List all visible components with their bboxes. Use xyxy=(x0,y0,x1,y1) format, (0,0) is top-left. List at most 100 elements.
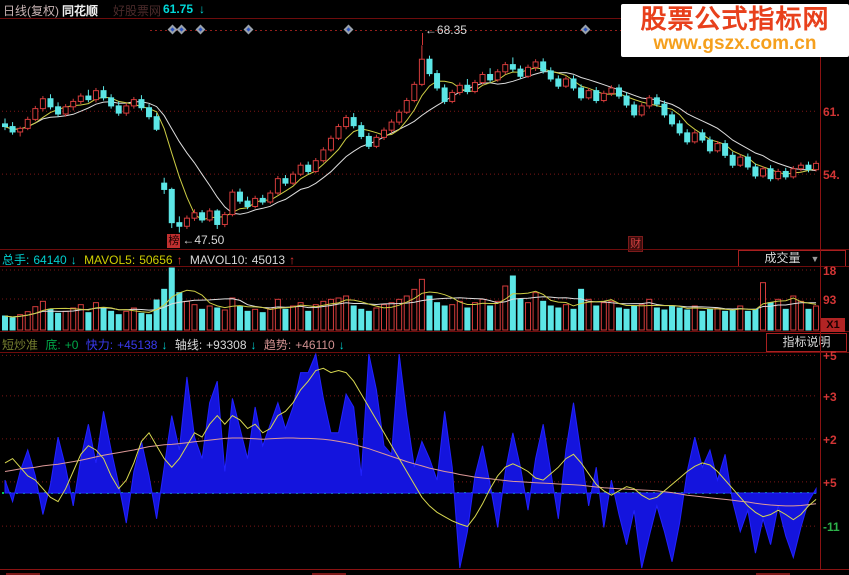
volume-bar xyxy=(92,302,99,331)
volume-bar xyxy=(464,307,471,331)
candle-body xyxy=(691,132,698,143)
volume-bar xyxy=(517,298,524,331)
volume-bar xyxy=(396,298,403,331)
volume-bar xyxy=(782,308,789,331)
period-label[interactable]: 日线(复权) xyxy=(3,4,59,18)
candle-body xyxy=(676,123,683,134)
candle-body xyxy=(320,149,327,162)
mavol5-value: 50656 xyxy=(139,253,173,267)
di-label: 底: xyxy=(45,338,61,352)
volume-stats-bar: 总手: 64140 ↓ MAVOL5: 50656 ↑ MAVOL10: 45013 ↑ xyxy=(2,251,742,267)
indicator-help-button[interactable]: 指标说明 xyxy=(766,333,847,352)
candle-body xyxy=(274,178,281,194)
volume-bar xyxy=(244,310,251,331)
indicator-chart[interactable] xyxy=(0,353,849,569)
candle-body xyxy=(168,188,175,224)
divider xyxy=(0,352,849,353)
candlestick-chart[interactable] xyxy=(0,19,849,249)
qushi-line xyxy=(4,437,817,507)
candle-body xyxy=(77,95,84,102)
volume-unit-tag: X1 xyxy=(821,318,845,332)
candle-body xyxy=(350,117,357,127)
axis-label: -11 xyxy=(823,520,840,535)
volume-bar xyxy=(2,315,8,331)
candle-body xyxy=(487,73,494,81)
candle-body xyxy=(752,166,759,177)
candle-body xyxy=(578,87,585,99)
price-axis-line xyxy=(820,19,821,569)
candle-body xyxy=(525,66,532,77)
candle-body xyxy=(714,143,721,152)
volume-chart[interactable] xyxy=(0,266,849,331)
candle-body xyxy=(403,100,410,113)
candle-body xyxy=(456,84,463,93)
volume-bar xyxy=(653,307,660,331)
watermark-url: www.gszx.com.cn xyxy=(653,33,817,54)
candle-body xyxy=(183,217,190,227)
candle-body xyxy=(540,61,547,72)
volume-bar xyxy=(615,307,622,331)
candle-body xyxy=(123,105,130,114)
top-info-bar: 日线(复权) 同花顺 好股票网 61.75 ↓ xyxy=(0,0,849,18)
volume-bar xyxy=(373,307,380,331)
volume-bar xyxy=(411,288,418,331)
volume-bar xyxy=(274,298,281,331)
volume-bar xyxy=(790,295,797,331)
candle-body xyxy=(600,92,607,102)
time-axis[interactable] xyxy=(0,569,849,575)
volume-bar xyxy=(699,310,706,331)
mavol10-label: MAVOL10: xyxy=(189,253,248,267)
volume-bar xyxy=(153,299,160,331)
axis-label: +2 xyxy=(823,432,837,447)
volume-bar xyxy=(297,302,304,331)
volume-bar xyxy=(365,310,372,331)
volume-type-label: 成交量 xyxy=(764,251,801,265)
candle-body xyxy=(669,114,676,125)
candle-body xyxy=(434,73,441,89)
volume-bar xyxy=(282,308,289,331)
event-badge-cai[interactable]: 财 xyxy=(628,236,644,252)
volume-bar xyxy=(608,300,615,331)
volume-bar xyxy=(39,300,46,331)
candle-body xyxy=(305,164,312,172)
volume-bar xyxy=(737,305,744,331)
volume-bar xyxy=(729,309,736,331)
candle-body xyxy=(365,135,372,147)
candle-body xyxy=(464,84,471,93)
candle-body xyxy=(623,95,630,106)
volume-bar xyxy=(494,300,501,331)
candle-body xyxy=(585,90,592,99)
divider xyxy=(0,266,849,267)
candle-body xyxy=(259,197,266,203)
date-stub xyxy=(6,573,40,575)
candle-body xyxy=(206,210,213,221)
volume-bar xyxy=(236,305,243,331)
zhouxian-label: 轴线: xyxy=(174,338,203,352)
qushi-value: +46110 xyxy=(295,338,335,352)
volume-bar xyxy=(509,275,516,331)
candle-body xyxy=(813,162,820,171)
volume-bar xyxy=(138,312,145,331)
faint-watermark-text: 好股票网 xyxy=(113,4,162,18)
volume-bar xyxy=(722,310,729,331)
candle-body xyxy=(684,132,691,143)
volume-bar xyxy=(676,307,683,331)
volume-bar xyxy=(403,295,410,331)
kuaili-value: +45138 xyxy=(117,338,158,352)
candle-body xyxy=(176,222,183,227)
indicator-stats-bar: 短炒准 底: +0 快力: +45138 ↓ 轴线: +93308 ↓ 趋势: +46110… xyxy=(2,336,742,352)
axis-label: +5 xyxy=(823,349,837,364)
volume-bar xyxy=(252,308,259,331)
down-arrow-icon: ↓ xyxy=(161,338,168,352)
volume-bar xyxy=(714,307,721,331)
volume-bar xyxy=(176,292,183,331)
candle-body xyxy=(70,100,77,108)
candle-body xyxy=(327,137,334,151)
candle-body xyxy=(494,71,501,81)
volume-bar xyxy=(130,307,137,331)
volume-bar xyxy=(221,309,228,331)
event-badge-bang[interactable]: 榜 xyxy=(167,233,181,248)
volume-bar xyxy=(9,317,16,331)
volume-bar xyxy=(813,305,820,331)
indicator-name[interactable]: 短炒准 xyxy=(2,338,39,352)
